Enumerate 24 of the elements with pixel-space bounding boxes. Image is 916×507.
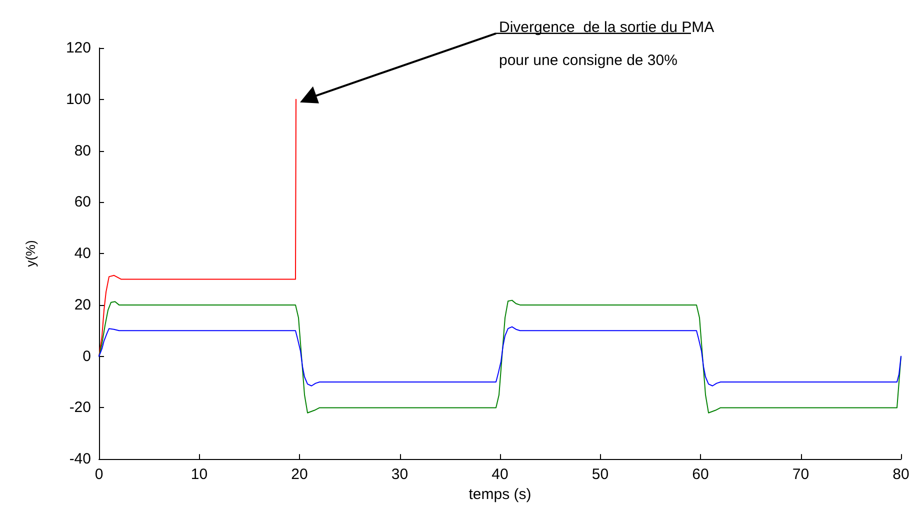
y-tick-label: 20 bbox=[74, 296, 91, 314]
y-tick-label: -40 bbox=[69, 450, 91, 468]
y-tick-label: 100 bbox=[66, 90, 91, 108]
annotation: Divergence de la sortie du PMA pour une consigne de 30% bbox=[498, 18, 714, 72]
y-tick-label: 40 bbox=[74, 245, 91, 262]
x-tick-label: 80 bbox=[892, 466, 910, 484]
y-tick-label: 120 bbox=[66, 40, 91, 56]
x-tick-label: 0 bbox=[94, 466, 104, 484]
line-series bbox=[98, 300, 902, 414]
line-series bbox=[98, 326, 902, 386]
y-tick-label: 0 bbox=[82, 348, 91, 365]
x-tick-label: 10 bbox=[190, 466, 208, 484]
y-axis-title: y(%) bbox=[23, 240, 38, 267]
line-series bbox=[98, 98, 296, 357]
x-tick-label: 30 bbox=[391, 466, 408, 484]
x-axis-title: temps (s) bbox=[468, 486, 532, 503]
y-tick-label: -20 bbox=[69, 399, 91, 416]
x-tick-label: 70 bbox=[792, 466, 810, 484]
x-tick-label: 50 bbox=[592, 466, 609, 484]
x-tick-label: 40 bbox=[492, 466, 508, 484]
y-tick-label: 80 bbox=[74, 142, 91, 160]
x-tick-label: 20 bbox=[291, 466, 308, 484]
y-tick-label: 60 bbox=[74, 194, 91, 211]
x-tick-label: 60 bbox=[692, 466, 709, 484]
